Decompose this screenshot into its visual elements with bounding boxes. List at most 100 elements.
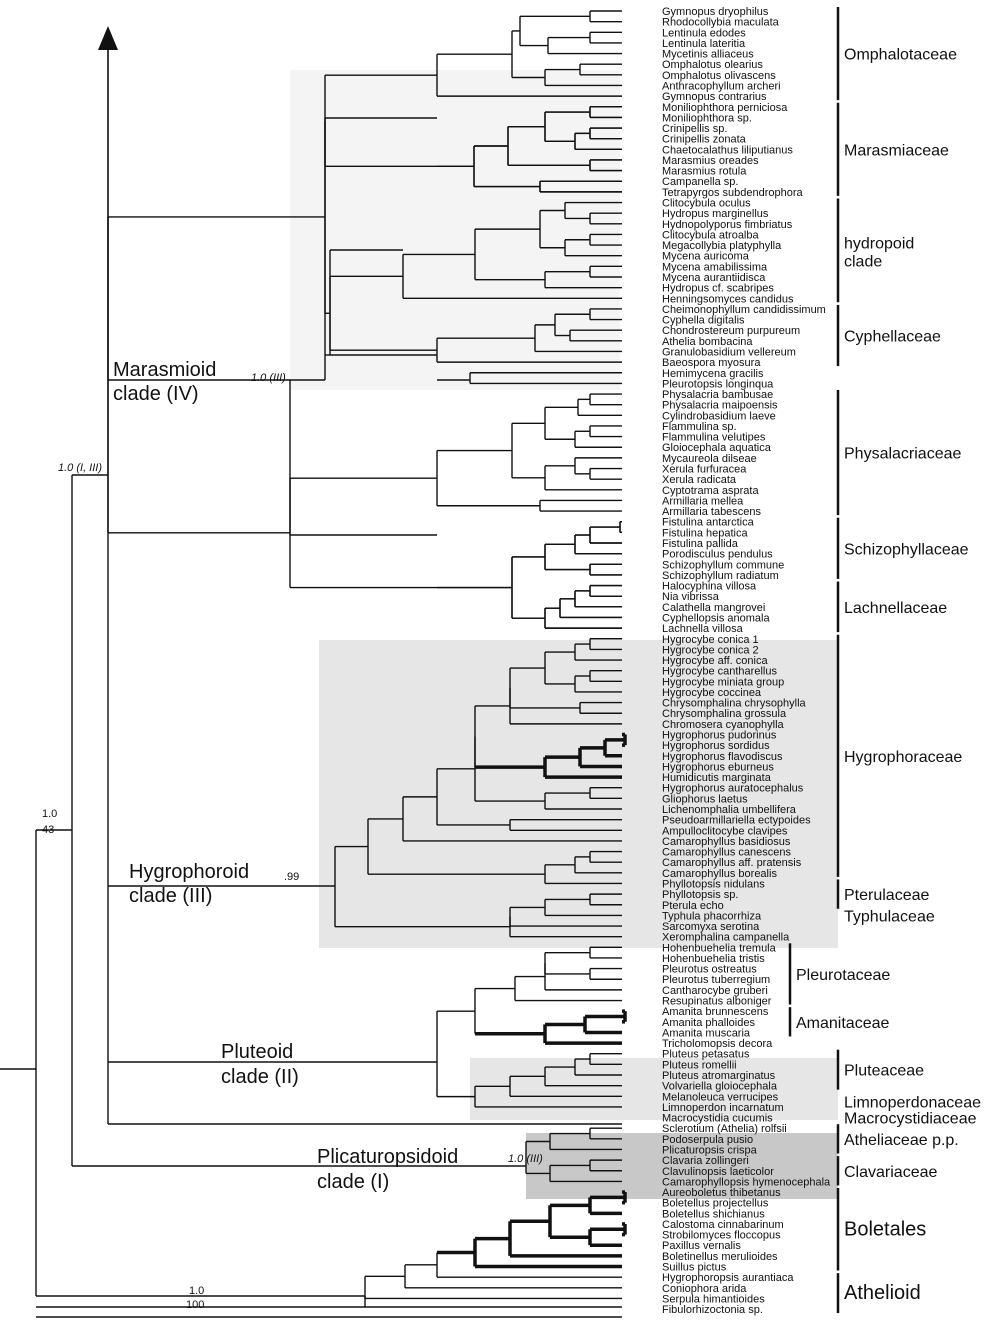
taxon-label: Moniliophthora sp.: [662, 112, 752, 124]
taxon-label: Chromosera cyanophylla: [662, 719, 785, 731]
taxon-label: Pleurotus ostreatus: [662, 964, 757, 976]
taxon-label: Omphalotus olearius: [662, 59, 763, 71]
taxon-label: Moniliophthora perniciosa: [662, 102, 788, 114]
taxon-label: Boletellus shichianus: [662, 1208, 765, 1220]
taxon-label: Suillus pictus: [662, 1262, 727, 1274]
family-label: Typhulaceae: [844, 908, 935, 925]
taxon-label: Armillaria tabescens: [662, 506, 762, 518]
taxon-label: Cantharocybe gruberi: [662, 985, 768, 997]
family-label: Boletales: [844, 1218, 926, 1240]
family-label: Physalacriaceae: [844, 446, 962, 463]
taxon-label: Gymnopus contrarius: [662, 91, 767, 103]
taxon-label: Pluteus atromarginatus: [662, 1070, 776, 1082]
taxon-label: Rhodocollybia maculata: [662, 17, 780, 29]
taxon-label: Gloiocephala aquatica: [662, 442, 772, 454]
marasmioid-shade: [290, 70, 620, 390]
taxon-label: Clavulinopsis laeticolor: [662, 1166, 774, 1178]
taxon-label: Camarophyllus basidiosus: [662, 836, 791, 848]
taxon-label: Chondrostereum purpureum: [662, 325, 800, 337]
taxon-label: Schizophyllum commune: [662, 559, 784, 571]
taxon-label: Xerula furfuracea: [662, 464, 747, 476]
taxon-label: Marasmius rotula: [662, 166, 747, 178]
clade-label-hygrophoroid-line2: clade (III): [129, 885, 212, 907]
taxon-label: Camarophyllus aff. pratensis: [662, 857, 802, 869]
family-label: Pterulaceae: [844, 887, 929, 904]
family-label: Lachnellaceae: [844, 600, 947, 617]
taxon-label: Physalacria bambusae: [662, 389, 773, 401]
family-label: Pluteaceae: [844, 1063, 924, 1080]
taxon-label: Paxillus vernalis: [662, 1240, 741, 1252]
taxon-label: Campanella sp.: [662, 176, 738, 188]
taxon-label: Clitocybula atroalba: [662, 229, 759, 241]
taxon-label: Chrysomphalina chrysophylla: [662, 698, 807, 710]
taxon-label: Humidicutis marginata: [662, 772, 772, 784]
family-label: Pleurotaceae: [796, 967, 890, 984]
clade-label-hygrophoroid: Hygrophoroid: [129, 861, 249, 883]
taxon-label: Hemimycena gracilis: [662, 368, 764, 380]
taxon-label: Hygrocybe aff. conica: [662, 655, 768, 667]
family-label: Limnoperdonaceae: [844, 1095, 981, 1112]
taxon-label: Pluteus petasatus: [662, 1049, 750, 1061]
family-label: Cyphellaceae: [844, 329, 941, 346]
agaricoid-support: 1.0 (I, III): [58, 462, 102, 474]
taxon-label: Mycena amabilissima: [662, 261, 768, 273]
taxon-label: Mycena auricoma: [662, 251, 750, 263]
taxon-label: Mycena aurantiidisca: [662, 272, 766, 284]
clade-labels: Marasmioid clade (IV) 1.0 (III) Hygropho…: [42, 359, 543, 1311]
tree-branches: [0, 10, 627, 1318]
family-label: Clavariaceae: [844, 1164, 937, 1181]
taxon-label: Hohenbuehelia tremula: [662, 942, 777, 954]
taxon-label: Nia vibrissa: [662, 591, 720, 603]
taxon-label: Crinipellis zonata: [662, 134, 747, 146]
taxon-label: Boletellus projectellus: [662, 1198, 769, 1210]
family-label: Hygrophoraceae: [844, 749, 962, 766]
up-arrow-icon: [98, 26, 118, 50]
clade-label-marasmioid: Marasmioid: [113, 359, 216, 381]
taxon-label: Volvariella gloiocephala: [662, 1081, 778, 1093]
taxon-label: Lachnella villosa: [662, 623, 744, 635]
taxon-label: Cheimonophyllum candidissimum: [662, 304, 826, 316]
family-label: Omphalotaceae: [844, 47, 957, 64]
taxon-label: Hygrocybe miniata group: [662, 676, 784, 688]
family-label: Athelioid: [844, 1282, 921, 1304]
taxon-label: Hygrocybe conica 1: [662, 634, 759, 646]
taxon-label: Cylindrobasidium laeve: [662, 410, 776, 422]
taxon-label: Omphalotus olivascens: [662, 70, 776, 82]
taxon-label: Coniophora arida: [662, 1283, 747, 1295]
taxon-label: Lentinula edodes: [662, 27, 746, 39]
taxon-label: Crinipellis sp.: [662, 123, 727, 135]
taxon-label: Lichenomphalia umbellifera: [662, 804, 797, 816]
taxon-label: Calathella mangrovei: [662, 602, 765, 614]
taxon-label: Typhula phacorrhiza: [662, 910, 762, 922]
taxon-label: Gymnopus dryophilus: [662, 6, 769, 18]
taxon-label: Physalacria maipoensis: [662, 400, 778, 412]
taxon-label: Megacollybia platyphylla: [662, 240, 782, 252]
taxon-label: Hygrophorus sordidus: [662, 740, 770, 752]
taxon-label: Camarophyllus canescens: [662, 847, 792, 859]
taxon-label: Amanita phalloides: [662, 1017, 755, 1029]
taxon-label: Melanoleuca verrucipes: [662, 1091, 779, 1103]
taxon-label: Hydnopolyporus fimbriatus: [662, 219, 793, 231]
clade-support-plicaturopsidoid: 1.0 (III): [508, 1153, 543, 1165]
taxon-label: Anthracophyllum archeri: [662, 80, 781, 92]
taxon-label: Phyllotopsis nidulans: [662, 878, 765, 890]
taxon-label: Pleurotus tuberregium: [662, 974, 770, 986]
taxon-label: Hydropus marginellus: [662, 208, 769, 220]
taxon-label: Chaetocalathus liliputianus: [662, 144, 793, 156]
root-support-top: 1.0: [42, 808, 57, 820]
taxon-label: Limnoperdon incarnatum: [662, 1102, 784, 1114]
clade-support-marasmioid: 1.0 (III): [251, 372, 286, 384]
taxon-label: Phyllotopsis sp.: [662, 889, 738, 901]
taxon-label: Cyphellopsis anomala: [662, 612, 770, 624]
taxon-label: Podoserpula pusio: [662, 1134, 753, 1146]
taxon-label: Marasmius oreades: [662, 155, 759, 167]
root-support-bottom: 43: [42, 824, 54, 836]
taxon-label: Chrysomphalina grossula: [662, 708, 787, 720]
taxon-label: Hygrophorus eburneus: [662, 761, 774, 773]
taxon-label: Mycaureola dilseae: [662, 453, 757, 465]
taxon-label: Strobilomyces floccopus: [662, 1230, 781, 1242]
taxon-label: Pseudoarmillariella ectypoides: [662, 815, 811, 827]
taxon-label: Macrocystidia cucumis: [662, 1113, 773, 1125]
